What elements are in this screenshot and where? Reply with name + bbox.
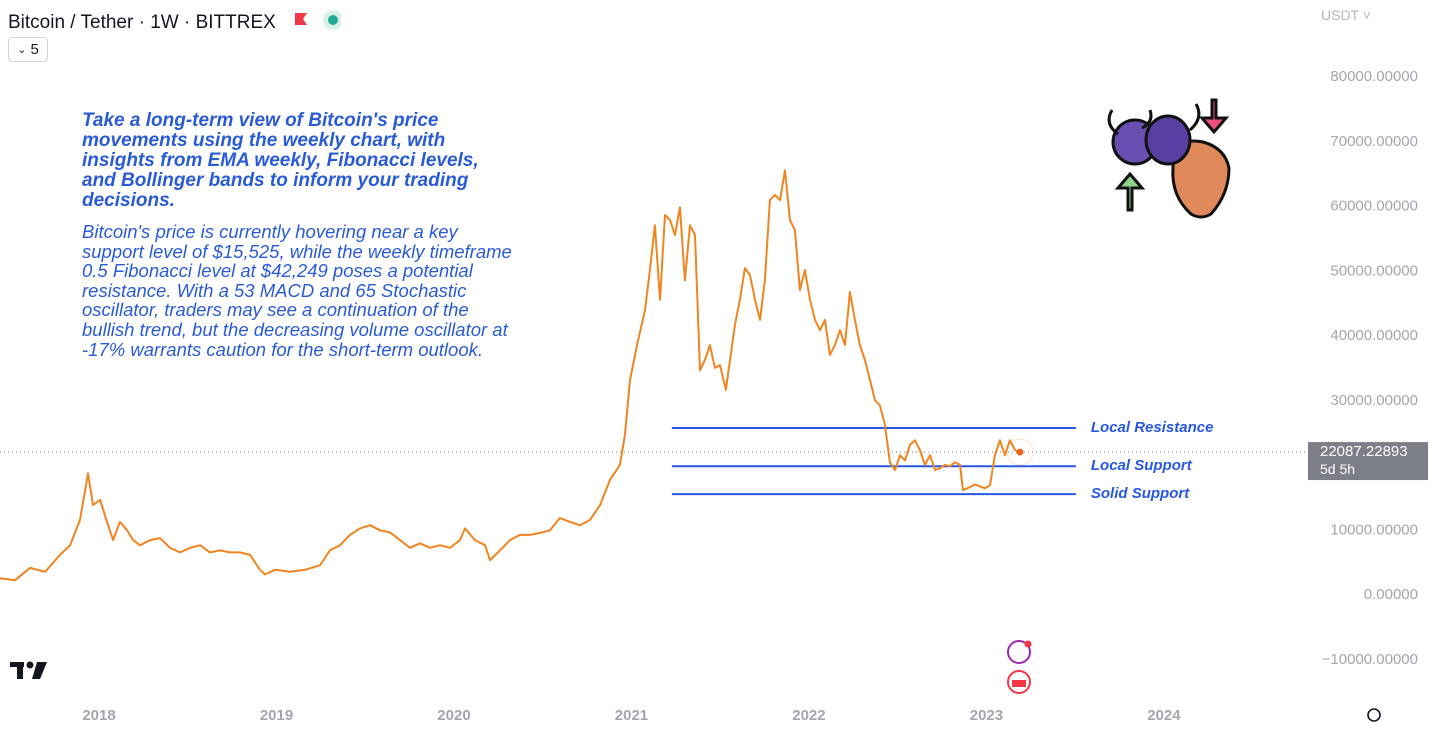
y-tick-label: 10000.00000	[1330, 521, 1418, 538]
y-tick-label: 40000.00000	[1330, 327, 1418, 344]
symbol-title: Bitcoin / Tether · 1W · BITTREX	[8, 8, 344, 34]
level-label: Local Support	[1091, 457, 1193, 474]
y-tick-label: 50000.00000	[1330, 262, 1418, 279]
indicator-count: 5	[30, 41, 39, 58]
flag-icon	[1012, 680, 1026, 687]
title-text: Bitcoin / Tether · 1W · BITTREX	[8, 12, 276, 33]
x-tick-label: 2023	[970, 707, 1003, 724]
settings-icon[interactable]	[1367, 708, 1381, 722]
last-point-halo	[1006, 438, 1034, 466]
price-label: 22087.22893	[1320, 443, 1408, 460]
x-tick-label: 2021	[615, 707, 648, 724]
currency-selector[interactable]: USDT ˅	[1321, 7, 1371, 23]
logo	[10, 661, 47, 679]
level-label: Solid Support	[1091, 485, 1190, 502]
y-tick-label: 0.00000	[1364, 586, 1418, 603]
y-tick-label: 80000.00000	[1330, 68, 1418, 85]
x-tick-label: 2024	[1147, 707, 1181, 724]
y-tick-label: 60000.00000	[1330, 198, 1418, 215]
x-tick-label: 2020	[437, 707, 470, 724]
annotation-title: Take a long-term view of Bitcoin's price…	[82, 110, 479, 211]
event-icon[interactable]	[1007, 640, 1031, 664]
y-tick-label: 30000.00000	[1330, 392, 1418, 409]
countdown-label: 5d 5h	[1320, 461, 1355, 477]
price-line-series	[0, 169, 1021, 582]
last-point	[1016, 448, 1024, 456]
status-icons	[295, 10, 344, 30]
event-dot	[1024, 640, 1032, 648]
y-tick-label: 70000.00000	[1330, 133, 1418, 150]
indicator-toggle[interactable]: ⌄ 5	[8, 37, 48, 62]
annotation-body: Bitcoin's price is currently hovering ne…	[82, 221, 512, 360]
x-tick-label: 2018	[82, 707, 115, 724]
price-label-box	[1308, 442, 1428, 481]
level-label: Local Resistance	[1091, 419, 1214, 436]
bull-bear-icon	[1107, 98, 1231, 219]
currency: USDT	[1321, 7, 1359, 23]
x-tick-label: 2019	[260, 707, 293, 724]
x-tick-label: 2022	[792, 707, 825, 724]
y-tick-label: −10000.00000	[1322, 651, 1418, 668]
